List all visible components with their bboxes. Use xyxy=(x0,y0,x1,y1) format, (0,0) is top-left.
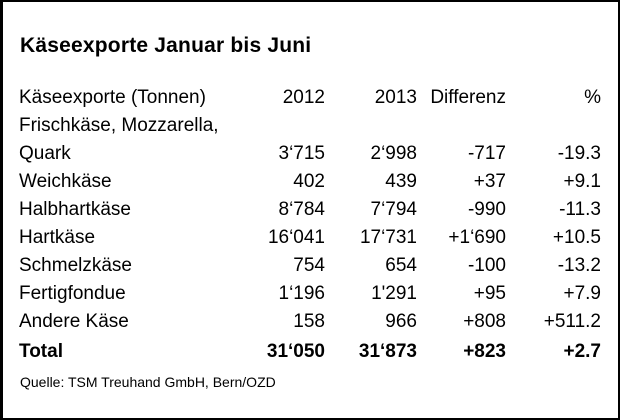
column-header-percent: % xyxy=(584,87,601,108)
row-label: Halbhartkäse xyxy=(19,199,131,220)
cell-2012: 754 xyxy=(293,255,325,276)
total-label: Total xyxy=(19,341,63,362)
table-row: Halbhartkäse 8‘784 7‘794 -990 -11.3 xyxy=(19,196,601,224)
column-header-2012: 2012 xyxy=(282,87,325,108)
table-row: Andere Käse 158 966 +808 +511.2 xyxy=(19,308,601,336)
cell-2012: 3‘715 xyxy=(278,143,326,164)
row-label-line2: Quark xyxy=(19,143,71,164)
cell-2013: 2‘998 xyxy=(370,143,418,164)
cell-differenz: -990 xyxy=(467,199,506,220)
cell-2013: 439 xyxy=(385,171,417,192)
cell-differenz: +1‘690 xyxy=(448,227,506,248)
total-2013: 31‘873 xyxy=(358,341,417,362)
cell-2013: 1'291 xyxy=(371,283,417,304)
cell-2013: 966 xyxy=(385,311,417,332)
cell-differenz: +808 xyxy=(463,311,506,332)
cell-2012: 8‘784 xyxy=(278,199,326,220)
cell-percent: -11.3 xyxy=(559,199,601,220)
cheese-exports-table: Käseexporte (Tonnen) 2012 2013 Differenz… xyxy=(19,84,601,366)
cell-2012: 402 xyxy=(293,171,325,192)
row-label: Weichkäse xyxy=(19,171,112,192)
cell-differenz: +37 xyxy=(473,171,506,192)
source-note: Quelle: TSM Treuhand GmbH, Bern/OZD xyxy=(20,374,276,390)
row-label-line1: Frischkäse, Mozzarella, xyxy=(19,115,219,136)
cell-2013: 654 xyxy=(385,255,417,276)
cell-percent: +9.1 xyxy=(563,171,601,192)
cell-2012: 1‘196 xyxy=(278,283,326,304)
cell-percent: +7.9 xyxy=(563,283,601,304)
cell-differenz: -100 xyxy=(467,255,506,276)
table-row: Schmelzkäse 754 654 -100 -13.2 xyxy=(19,252,601,280)
cell-percent: -19.3 xyxy=(557,143,601,164)
table-header-row: Käseexporte (Tonnen) 2012 2013 Differenz… xyxy=(19,84,601,112)
total-2012: 31‘050 xyxy=(266,341,325,362)
cell-differenz: -717 xyxy=(467,143,506,164)
cell-percent: +511.2 xyxy=(543,311,601,332)
cell-2012: 16‘041 xyxy=(267,227,325,248)
cell-2012: 158 xyxy=(293,311,325,332)
table-row: Hartkäse 16‘041 17‘731 +1‘690 +10.5 xyxy=(19,224,601,252)
row-label: Hartkäse xyxy=(19,227,96,248)
table-row: Weichkäse 402 439 +37 +9.1 xyxy=(19,168,601,196)
cell-2013: 7‘794 xyxy=(370,199,418,220)
column-header-label: Käseexporte (Tonnen) xyxy=(19,87,206,108)
row-label: Fertigfondue xyxy=(19,283,126,304)
cell-differenz: +95 xyxy=(473,283,506,304)
column-header-2013: 2013 xyxy=(374,87,417,108)
total-row: Total 31‘050 31‘873 +823 +2.7 xyxy=(19,336,601,366)
total-percent: +2.7 xyxy=(563,341,601,362)
row-label: Andere Käse xyxy=(19,311,129,332)
cell-2013: 17‘731 xyxy=(359,227,417,248)
table-row: Fertigfondue 1‘196 1'291 +95 +7.9 xyxy=(19,280,601,308)
page-title: Käseexporte Januar bis Juni xyxy=(20,34,312,57)
table-row: Frischkäse, Mozzarella, Quark 3‘715 2‘99… xyxy=(19,112,601,168)
cell-percent: -13.2 xyxy=(557,255,601,276)
column-header-differenz: Differenz xyxy=(430,87,506,108)
cell-percent: +10.5 xyxy=(552,227,601,248)
row-label: Frischkäse, Mozzarella, Quark xyxy=(19,112,235,168)
total-differenz: +823 xyxy=(463,341,506,362)
row-label: Schmelzkäse xyxy=(19,255,132,276)
